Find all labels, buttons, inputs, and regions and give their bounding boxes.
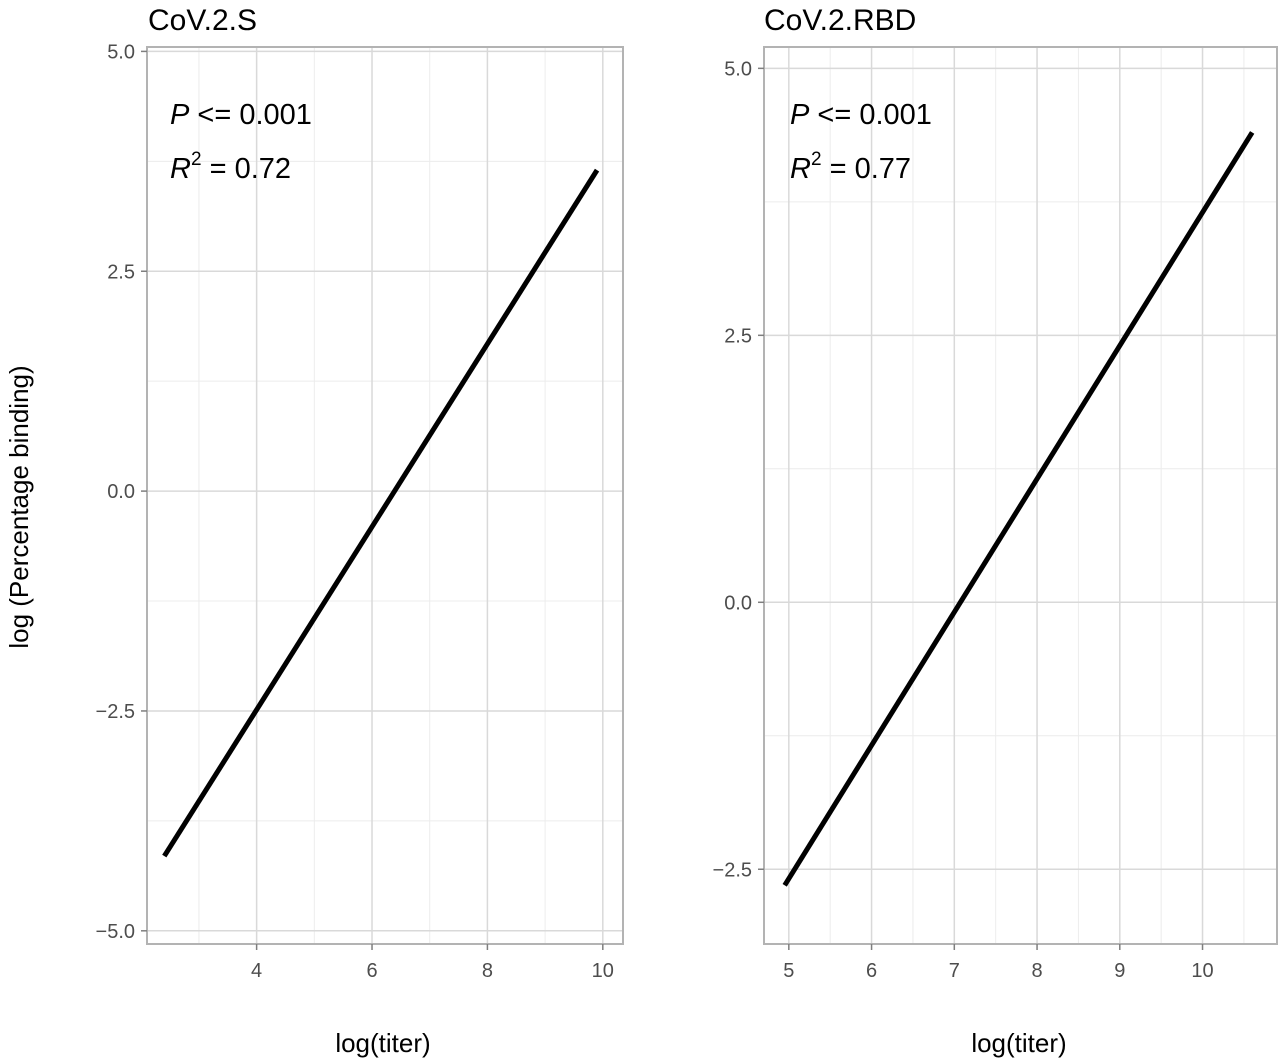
r-value-text: = 0.77 <box>822 153 912 185</box>
x-tick-label: 10 <box>1191 960 1213 982</box>
x-axis-title: log(titer) <box>971 1028 1066 1058</box>
p-value-text: <= 0.001 <box>189 99 312 131</box>
r-superscript: 2 <box>191 149 202 170</box>
x-tick-label: 8 <box>1031 960 1042 982</box>
r-symbol: R <box>790 153 811 185</box>
plot-area: 5 6 7 8 9 10 −2.5 0.0 2.5 5.0 <box>713 46 1278 982</box>
x-tick-label: 4 <box>251 960 262 982</box>
x-tick-label: 6 <box>866 960 877 982</box>
y-tick-label: −2.5 <box>96 701 135 723</box>
y-tick-label: 2.5 <box>724 325 752 347</box>
panel-border <box>763 46 1278 945</box>
svg-text:R2 = 0.77: R2 = 0.77 <box>790 149 911 185</box>
y-tick-label: 5.0 <box>107 41 135 63</box>
x-tick-label: 8 <box>482 960 493 982</box>
svg-text:P <= 0.001: P <= 0.001 <box>790 99 932 131</box>
panel-title: CoV.2.S <box>148 4 257 37</box>
y-tick-label: −5.0 <box>96 921 135 943</box>
regression-line <box>782 131 1255 887</box>
x-tick-label: 9 <box>1114 960 1125 982</box>
r-value-text: = 0.72 <box>202 153 292 185</box>
x-tick-label: 6 <box>366 960 377 982</box>
stat-annotation: P <= 0.001 R2 = 0.77 <box>790 99 932 185</box>
x-axis-title: log(titer) <box>335 1028 430 1058</box>
y-tick-label: 5.0 <box>724 58 752 80</box>
x-tick-label: 10 <box>592 960 614 982</box>
p-symbol: P <box>790 99 810 131</box>
y-axis-title: log (Percentage binding) <box>4 365 34 648</box>
svg-text:P <= 0.001: P <= 0.001 <box>170 99 312 131</box>
y-tick-label: 0.0 <box>107 481 135 503</box>
panel-cov2-rbd: CoV.2.RBD 5 6 7 8 9 10 −2.5 0.0 2.5 5.0 P <= 0.00… <box>713 4 1278 1058</box>
y-tick-label: 0.0 <box>724 592 752 614</box>
p-value-text: <= 0.001 <box>809 99 932 131</box>
r-superscript: 2 <box>811 149 822 170</box>
r-symbol: R <box>170 153 191 185</box>
x-tick-label: 5 <box>783 960 794 982</box>
stat-annotation: P <= 0.001 R2 = 0.72 <box>170 99 312 185</box>
panel-title: CoV.2.RBD <box>764 4 916 37</box>
panel-border <box>146 46 624 945</box>
plot-area: 4 6 8 10 −5.0 −2.5 0.0 2.5 5.0 <box>96 41 624 982</box>
y-tick-label: 2.5 <box>107 261 135 283</box>
x-tick-label: 7 <box>949 960 960 982</box>
y-tick-label: −2.5 <box>713 859 752 881</box>
p-symbol: P <box>170 99 190 131</box>
panel-cov2-s: CoV.2.S 4 6 8 10 −5.0 −2.5 0.0 2.5 5.0 P <= 0.00… <box>96 4 624 1058</box>
regression-line <box>162 168 600 858</box>
svg-text:R2 = 0.72: R2 = 0.72 <box>170 149 291 185</box>
